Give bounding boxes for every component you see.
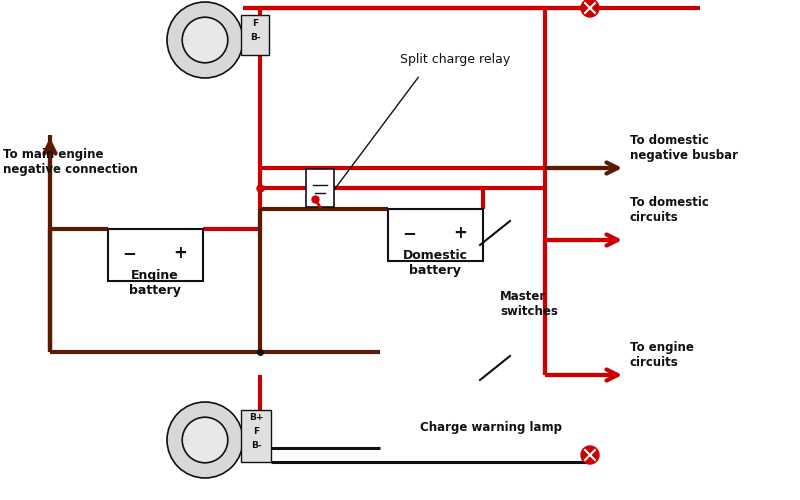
Bar <box>107 229 202 281</box>
Text: B-: B- <box>250 32 260 42</box>
Circle shape <box>167 402 243 478</box>
Text: To engine
circuits: To engine circuits <box>630 341 694 369</box>
Circle shape <box>182 417 228 463</box>
Text: Domestic
battery: Domestic battery <box>402 249 467 277</box>
Text: +: + <box>174 244 187 262</box>
Circle shape <box>581 446 599 464</box>
Text: To domestic
circuits: To domestic circuits <box>630 196 709 224</box>
Circle shape <box>167 2 243 78</box>
Text: F: F <box>253 428 259 436</box>
Text: F: F <box>252 18 258 28</box>
Text: −: − <box>402 224 416 242</box>
Text: −: − <box>122 244 136 262</box>
Text: To domestic
negative busbar: To domestic negative busbar <box>630 134 738 162</box>
Circle shape <box>182 17 228 63</box>
Text: Charge warning lamp: Charge warning lamp <box>420 422 562 434</box>
Bar <box>241 15 269 55</box>
Bar <box>387 209 482 261</box>
Text: B+: B+ <box>249 414 263 422</box>
Text: Master
switches: Master switches <box>500 290 558 318</box>
Text: B-: B- <box>250 442 262 450</box>
Text: Engine
battery: Engine battery <box>129 269 181 297</box>
Bar <box>241 410 271 462</box>
Circle shape <box>581 0 599 17</box>
Text: To main engine
negative connection: To main engine negative connection <box>3 148 138 176</box>
Text: Split charge relay: Split charge relay <box>400 54 510 66</box>
Text: +: + <box>454 224 467 242</box>
Bar <box>306 169 334 207</box>
